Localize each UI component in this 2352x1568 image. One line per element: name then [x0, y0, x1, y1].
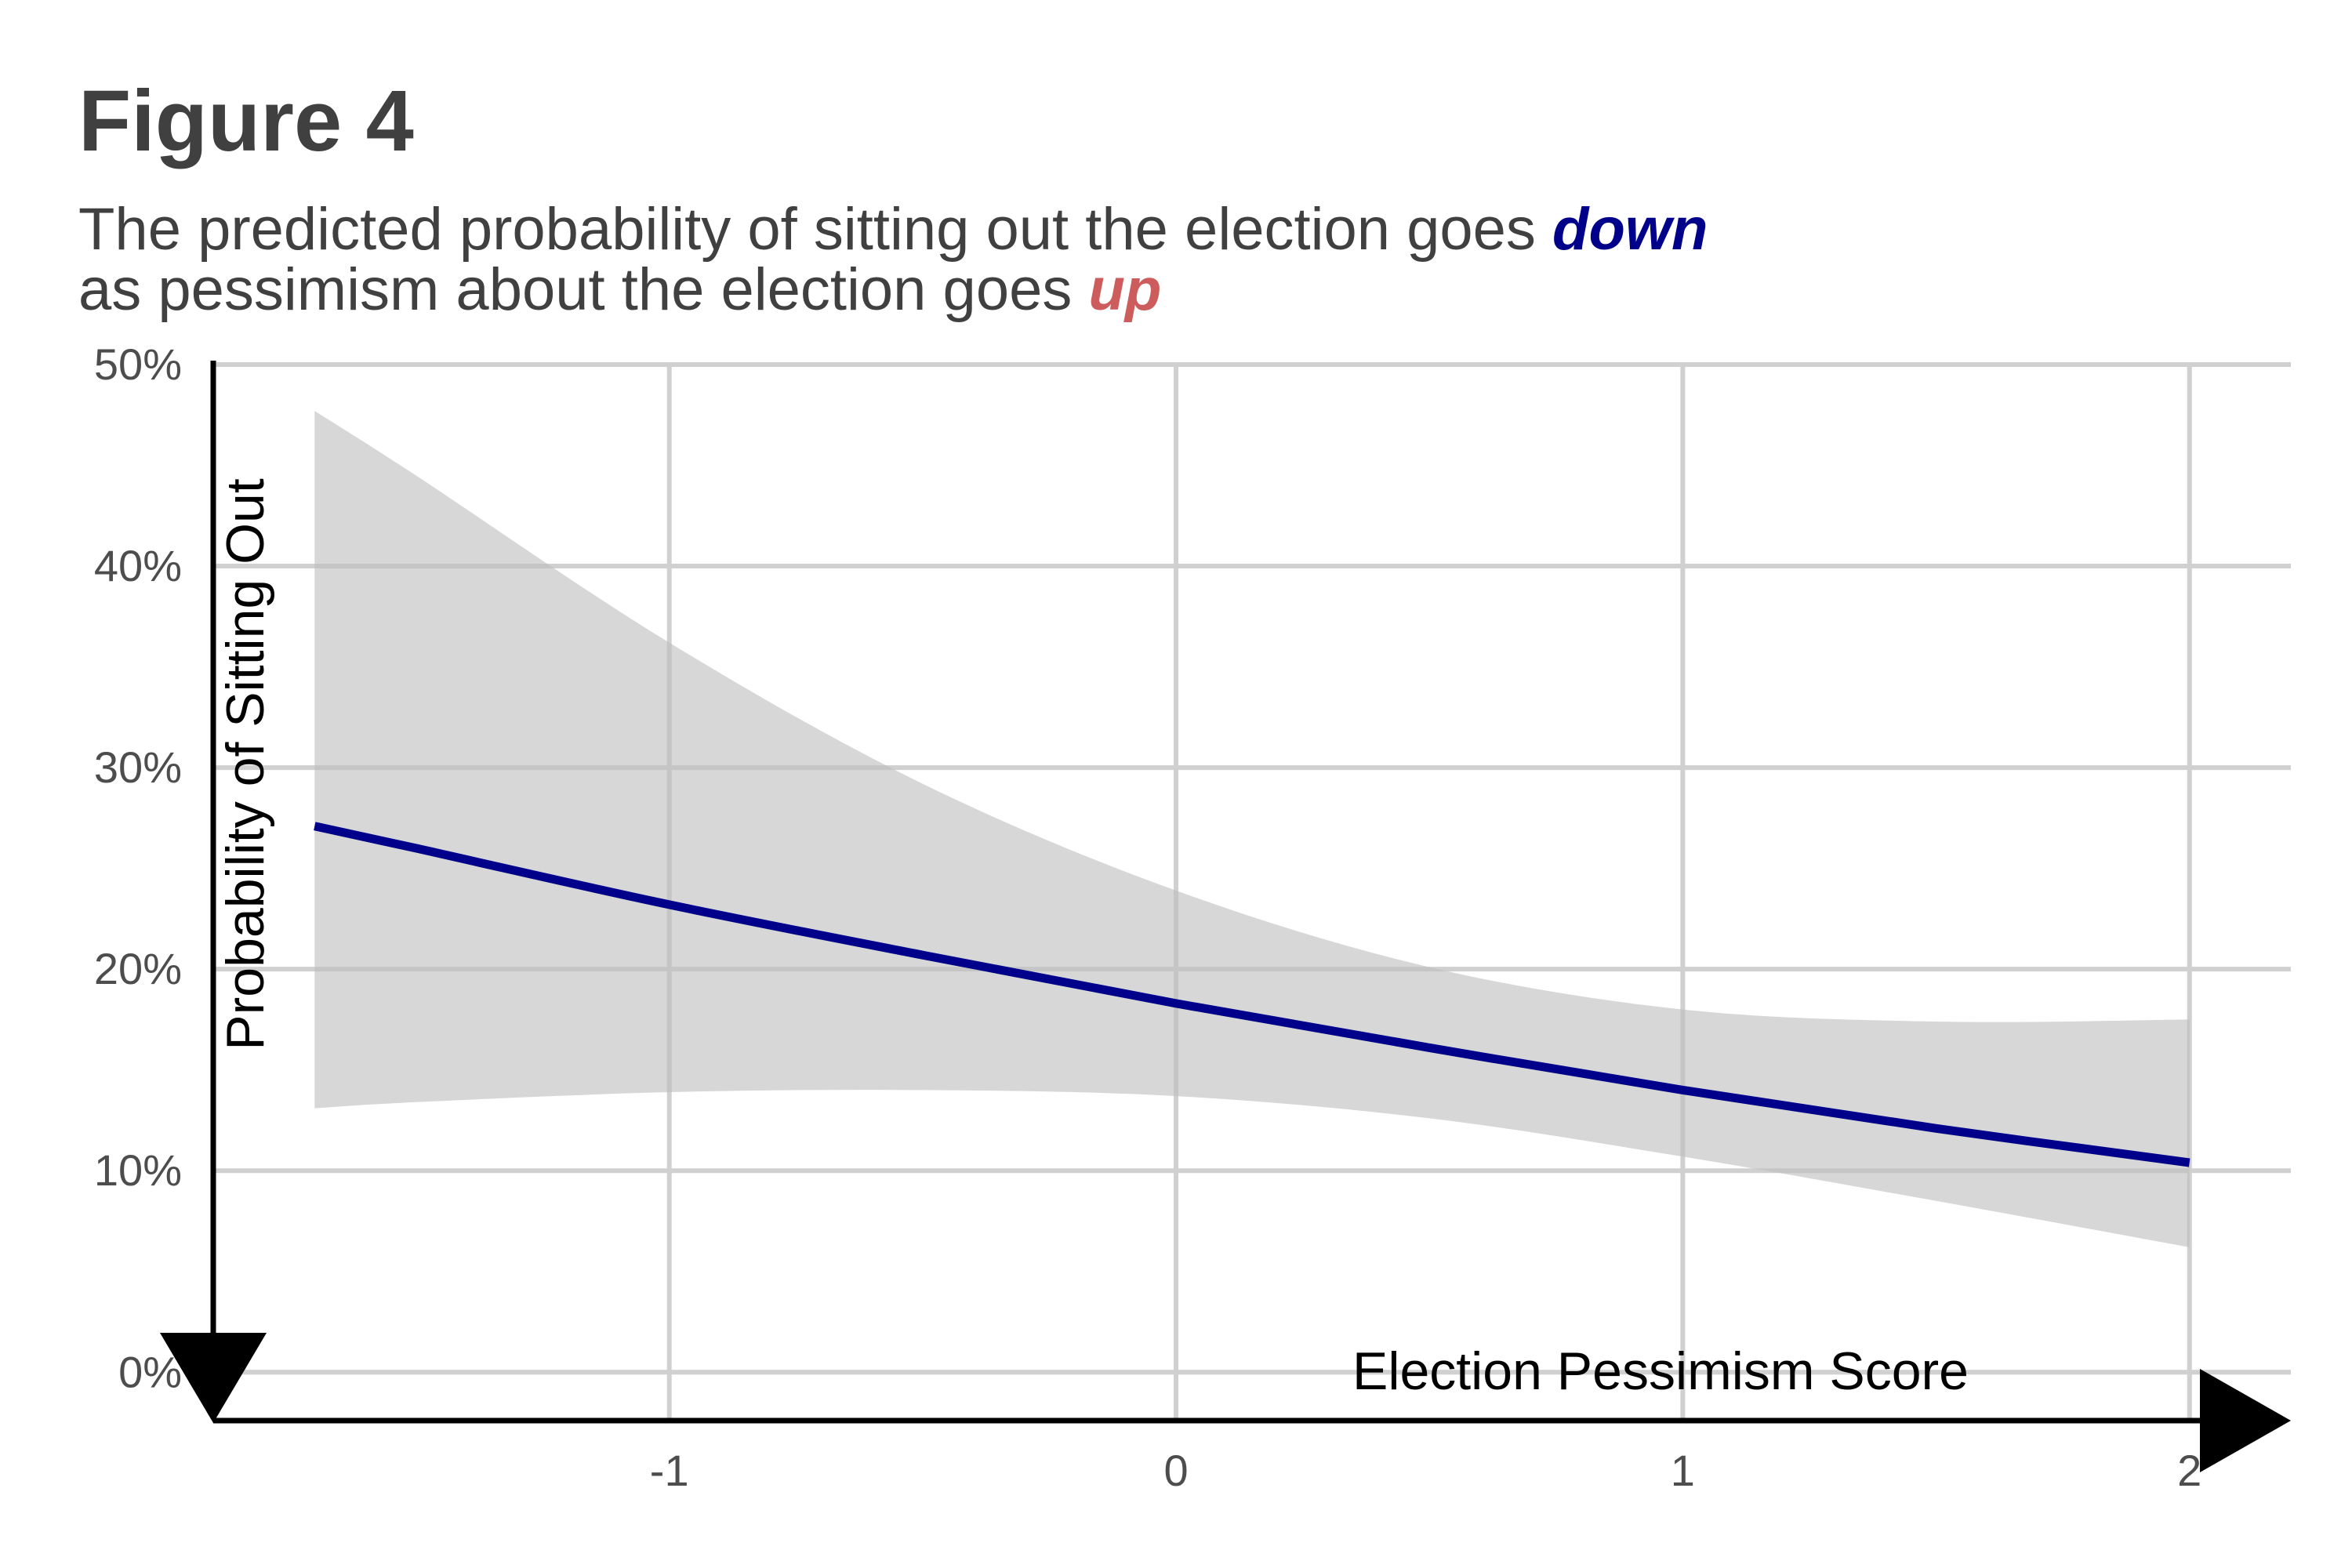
x-tick-label: 1 — [1671, 1446, 1695, 1495]
x-axis-arrowhead-icon — [2200, 1369, 2291, 1472]
predicted-probability-line — [314, 822, 2190, 1167]
chart-subtitle-line-2: as pessimism about the election goes up — [78, 256, 1161, 323]
x-tick-labels: -1 0 1 2 — [650, 1446, 2202, 1495]
y-tick-label: 10% — [94, 1145, 182, 1195]
y-axis-title: Probability of Sitting Out — [216, 478, 275, 1051]
y-tick-label: 40% — [94, 541, 182, 590]
x-tick-label: 2 — [2177, 1446, 2201, 1495]
x-tick-label: -1 — [650, 1446, 689, 1495]
y-axis-arrowhead-icon — [160, 1333, 267, 1423]
confidence-band — [314, 411, 2190, 1247]
subtitle-emphasis-up: up — [1088, 256, 1161, 323]
y-tick-label: 30% — [94, 742, 182, 792]
y-tick-labels: 0% 10% 20% 30% 40% 50% — [94, 339, 182, 1396]
subtitle-emphasis-down: down — [1552, 196, 1708, 263]
subtitle-text-1: The predicted probability of sitting out… — [78, 196, 1552, 263]
axes — [160, 361, 2291, 1472]
y-tick-label: 20% — [94, 944, 182, 993]
y-tick-label: 0% — [118, 1347, 182, 1396]
chart-title: Figure 4 — [78, 73, 414, 169]
trend-line-layer — [314, 822, 2190, 1167]
x-axis-title: Election Pessimism Score — [1352, 1341, 1969, 1401]
x-tick-label: 0 — [1163, 1446, 1188, 1495]
chart-subtitle-line-1: The predicted probability of sitting out… — [78, 196, 1708, 263]
y-tick-label: 50% — [94, 339, 182, 389]
subtitle-text-2: as pessimism about the election goes — [78, 256, 1088, 323]
confidence-band-layer — [314, 411, 2190, 1247]
